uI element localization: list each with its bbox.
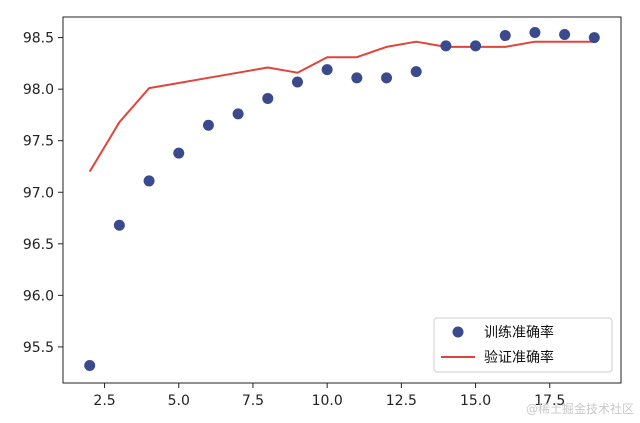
x-tick-label: 12.5 <box>386 393 417 409</box>
y-axis-ticks: 95.5 96.0 96.5 97.0 97.5 98.0 98.5 <box>23 31 63 356</box>
x-tick-label: 5.0 <box>168 393 190 409</box>
training-point <box>232 108 244 120</box>
watermark: @稀土掘金技术社区 <box>525 402 634 416</box>
y-tick-label: 98.0 <box>23 82 54 98</box>
y-tick-label: 96.5 <box>23 237 54 253</box>
training-point <box>440 40 452 52</box>
training-point <box>499 30 511 42</box>
training-point <box>173 147 185 159</box>
training-point <box>381 72 393 84</box>
y-tick-label: 96.0 <box>23 288 54 304</box>
training-point <box>143 175 155 187</box>
training-point <box>84 359 96 371</box>
plot-frame <box>62 16 622 384</box>
x-tick-label: 7.5 <box>242 393 264 409</box>
legend-label-validation: 验证准确率 <box>484 349 554 366</box>
legend: 训练准确率 验证准确率 <box>433 317 613 373</box>
training-point <box>113 219 125 231</box>
x-tick-label: 17.5 <box>534 393 565 409</box>
x-tick-label: 15.0 <box>460 393 491 409</box>
training-point <box>529 26 541 38</box>
training-point <box>321 64 333 76</box>
validation-series <box>88 40 595 173</box>
y-tick-label: 95.5 <box>23 340 54 356</box>
y-tick-label: 97.5 <box>23 134 54 150</box>
legend-box <box>433 317 613 373</box>
training-point <box>559 29 571 41</box>
training-point <box>588 32 600 44</box>
training-point <box>291 76 303 88</box>
training-point <box>410 66 422 78</box>
legend-label-training: 训练准确率 <box>484 324 554 341</box>
legend-marker-training <box>452 326 464 338</box>
training-point <box>351 72 363 84</box>
training-point <box>470 40 482 52</box>
x-tick-label: 10.0 <box>312 393 343 409</box>
x-axis-ticks: 2.5 5.0 7.5 10.0 12.5 15.0 17.5 <box>93 383 565 409</box>
y-tick-label: 97.0 <box>23 185 54 201</box>
validation-line <box>88 40 595 173</box>
y-tick-label: 98.5 <box>23 31 54 47</box>
x-tick-label: 2.5 <box>93 393 115 409</box>
training-point <box>262 92 274 104</box>
training-series <box>84 26 600 371</box>
training-point <box>202 119 214 131</box>
